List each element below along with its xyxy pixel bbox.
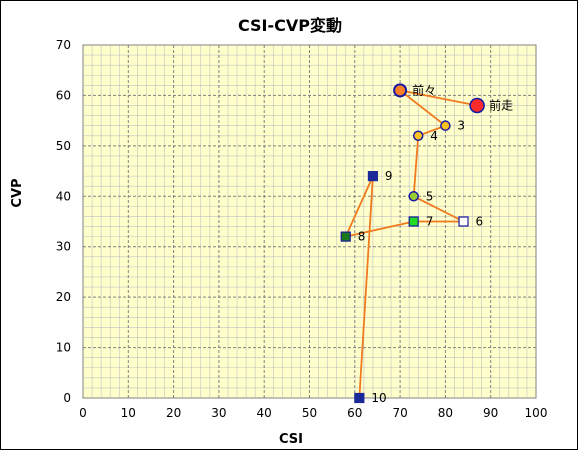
data-point-marker	[354, 392, 365, 404]
data-point-marker	[408, 216, 419, 227]
data-point-label: 10	[371, 391, 386, 405]
data-point-label: 前々	[412, 82, 436, 97]
x-tick-label: 60	[347, 406, 362, 420]
y-tick-label: 30	[56, 240, 71, 254]
data-point-label: 6	[476, 215, 484, 229]
data-point-label: 4	[430, 129, 438, 143]
x-tick-label: 70	[392, 406, 407, 420]
x-tick-label: 20	[166, 406, 181, 420]
x-axis-ticks: 0 10 20 30 40 50 60 70 80 90 100	[79, 406, 547, 420]
data-point-label: 7	[426, 215, 434, 229]
x-tick-label: 10	[121, 406, 136, 420]
data-point-label: 前走	[489, 98, 513, 113]
x-tick-label: 30	[211, 406, 226, 420]
x-tick-label: 90	[483, 406, 498, 420]
y-tick-label: 10	[56, 341, 71, 355]
x-tick-label: 80	[438, 406, 453, 420]
data-markers	[340, 83, 485, 404]
data-point-marker	[367, 171, 379, 182]
data-point-marker	[340, 231, 351, 242]
data-point-marker	[412, 130, 424, 142]
y-tick-label: 60	[56, 88, 71, 102]
data-point-marker	[408, 191, 419, 202]
x-tick-label: 0	[79, 406, 87, 420]
data-point-label: 3	[457, 119, 465, 133]
y-axis-ticks: 0 10 20 30 40 50 60 70	[56, 38, 71, 405]
data-point-marker	[393, 83, 408, 98]
y-tick-label: 50	[56, 139, 71, 153]
x-axis-title: CSI	[279, 432, 303, 447]
series-line	[344, 89, 478, 399]
data-point-label: 5	[426, 189, 434, 203]
data-point-marker	[440, 120, 451, 131]
data-point-marker	[469, 97, 485, 114]
major-gridlines	[83, 44, 537, 398]
series-polyline	[344, 89, 478, 399]
data-labels: 前走 前々 3 4 5 6 7 8 9 10	[358, 82, 513, 405]
data-point-label: 8	[358, 230, 366, 244]
chart-title: CSI-CVP変動	[238, 16, 342, 35]
y-axis-title: CVP	[10, 178, 25, 207]
y-tick-label: 20	[56, 290, 71, 304]
y-tick-label: 0	[63, 391, 71, 405]
y-tick-label: 70	[56, 38, 71, 52]
x-tick-label: 40	[257, 406, 272, 420]
x-tick-label: 100	[525, 406, 548, 420]
x-tick-label: 50	[302, 406, 317, 420]
data-point-marker	[458, 216, 469, 227]
y-tick-label: 40	[56, 189, 71, 203]
data-point-label: 9	[385, 169, 393, 183]
